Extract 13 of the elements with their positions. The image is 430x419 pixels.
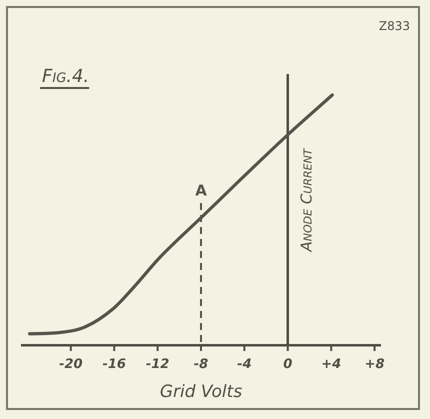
text: Z833 <box>378 19 410 33</box>
ref-line-label: A <box>195 181 208 200</box>
x-tick-label: -20 <box>59 357 83 372</box>
x-tick-label: -4 <box>237 357 252 372</box>
x-tick-label: 0 <box>283 357 292 372</box>
x-tick-label: -16 <box>102 357 126 372</box>
x-tick-label: -8 <box>194 357 208 372</box>
y-axis-title: Anode Current <box>298 147 316 253</box>
chart-title: Fig.4. <box>42 66 90 87</box>
x-axis-title: Grid Volts <box>160 382 242 402</box>
x-tick-label: +8 <box>364 357 385 372</box>
x-tick-label: +4 <box>321 357 342 372</box>
x-tick-label: -12 <box>146 357 170 372</box>
